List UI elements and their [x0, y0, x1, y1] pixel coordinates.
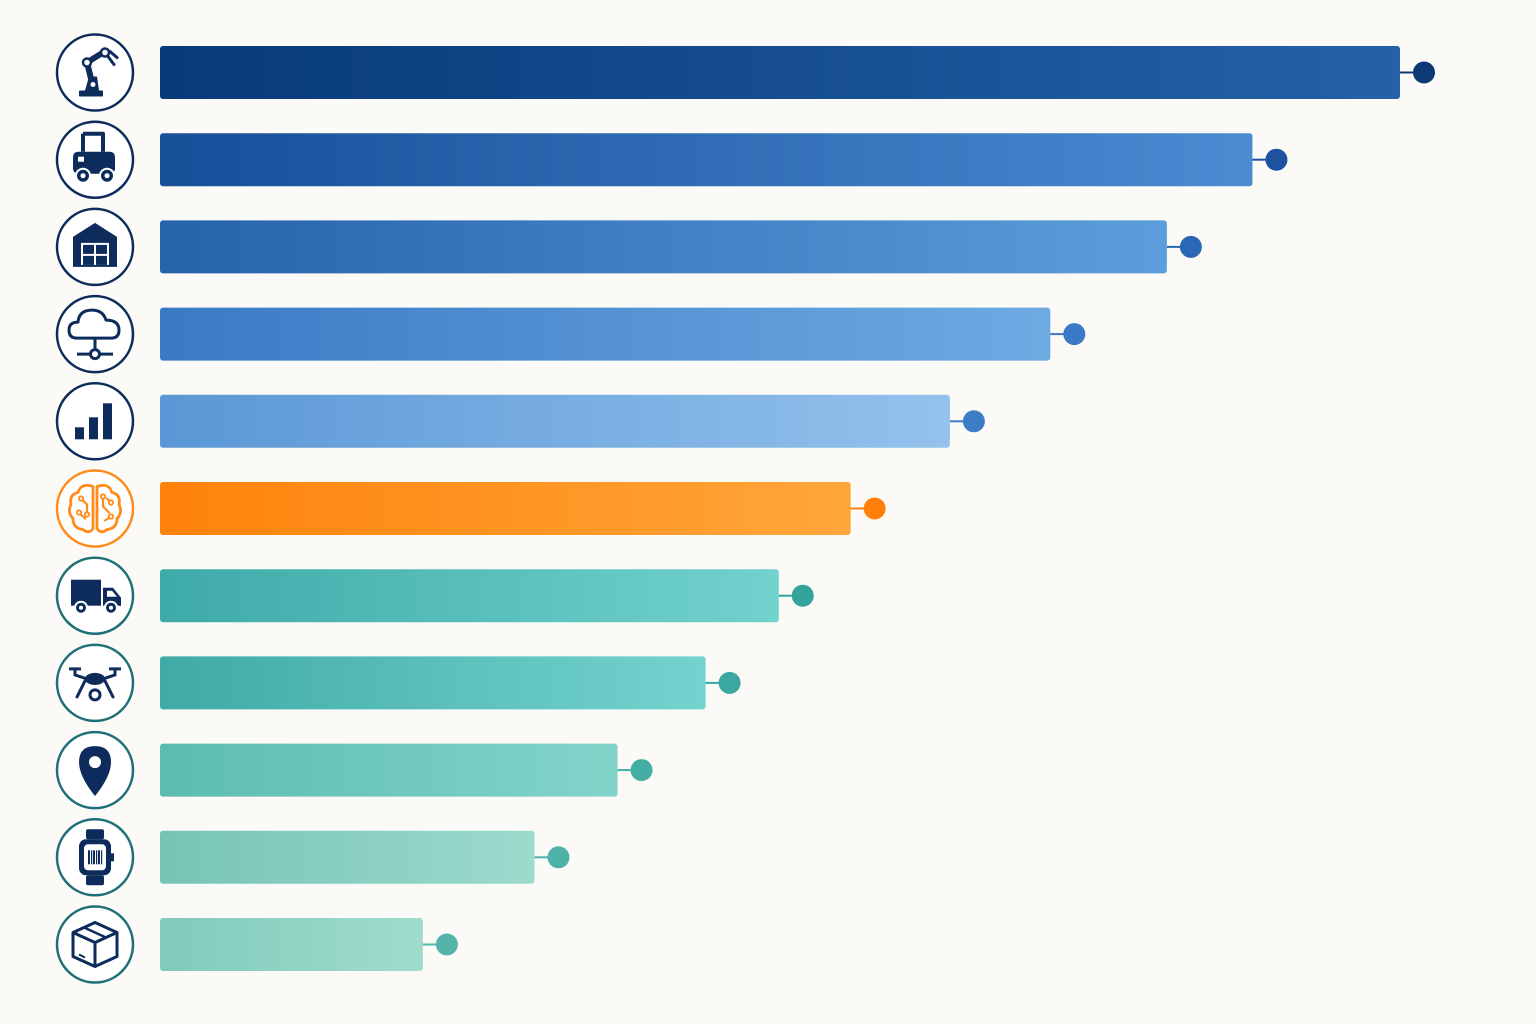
bar-7	[160, 569, 779, 623]
forklift-icon	[55, 120, 135, 199]
icons-group	[55, 33, 135, 984]
bar-2	[160, 133, 1253, 187]
cloud-network-icon	[55, 294, 135, 374]
smartwatch-scanner-icon	[55, 818, 135, 897]
bar-10	[160, 830, 535, 884]
bar-4	[160, 307, 1051, 361]
bar-end-dot-10	[547, 846, 570, 869]
bar-9	[160, 743, 618, 797]
bar-end-dot-5	[962, 410, 985, 433]
drone-icon	[55, 643, 135, 723]
bar-end-dot-8	[718, 671, 741, 694]
bar-chart-icon	[55, 382, 135, 461]
delivery-truck-icon	[55, 556, 135, 635]
location-pin-icon	[55, 730, 135, 810]
bar-end-dot-2	[1265, 148, 1288, 171]
bar-end-dot-7	[791, 584, 814, 607]
bar-6	[160, 482, 851, 535]
bar-3	[160, 220, 1167, 274]
bar-11	[160, 918, 423, 971]
bar-end-dot-4	[1063, 323, 1086, 346]
markers-group	[422, 61, 1435, 956]
robotic-arm-icon	[55, 33, 135, 112]
bar-end-dot-3	[1179, 235, 1202, 258]
bar-end-dot-6	[863, 497, 886, 520]
bars-group	[160, 46, 1400, 971]
warehouse-icon	[55, 207, 135, 287]
bar-5	[160, 394, 950, 448]
bar-end-dot-9	[630, 759, 653, 782]
bar-end-dot-1	[1413, 61, 1435, 84]
bar-1	[160, 46, 1400, 99]
ai-brain-icon	[55, 469, 135, 548]
bar-8	[160, 656, 706, 710]
bar-end-dot-11	[435, 933, 458, 956]
package-box-icon	[55, 905, 135, 984]
